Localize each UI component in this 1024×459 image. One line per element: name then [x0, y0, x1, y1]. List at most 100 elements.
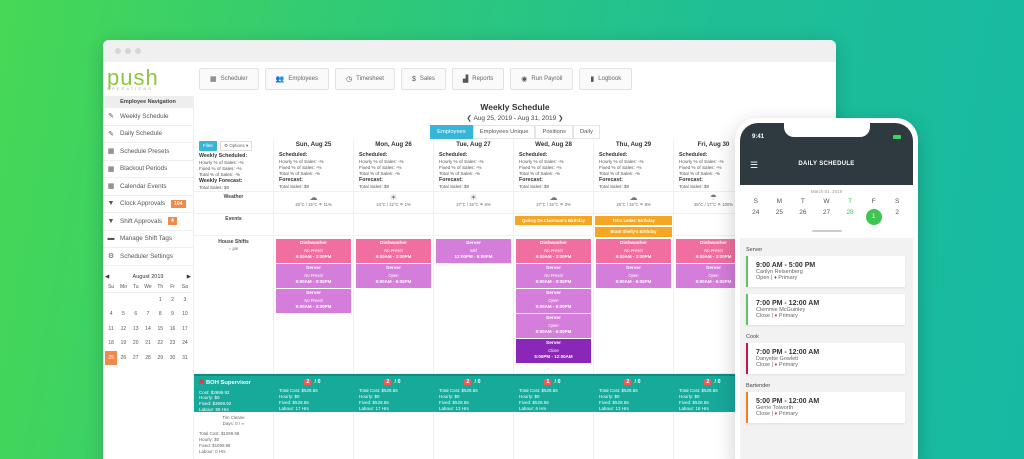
filter-button[interactable]: Filter — [199, 141, 217, 151]
prev-week-icon[interactable]: ❮ — [466, 115, 472, 122]
calendar-day[interactable]: 12 — [120, 325, 127, 332]
shift-block[interactable]: Server Open 9:00AM - 6:00PM — [516, 314, 591, 338]
drag-handle[interactable] — [811, 230, 842, 232]
sidebar-item-weekly-schedule[interactable]: ✎ Weekly Schedule — [103, 108, 193, 126]
calendar-day[interactable]: 2 — [171, 296, 174, 303]
shift-block[interactable]: Server No Preset 9:00AM - 3:00PM — [276, 264, 351, 288]
calendar-day[interactable]: 9 — [171, 311, 174, 318]
calendar-day[interactable]: 1 — [158, 296, 162, 303]
phone-day-selected[interactable]: 1 — [862, 209, 886, 225]
calendar-day[interactable]: 21 — [145, 340, 151, 347]
calendar-day[interactable]: 17 — [182, 325, 188, 332]
calendar-next-icon[interactable]: ▶ — [186, 273, 191, 280]
nav-reports-button[interactable]: ▟ Reports — [451, 68, 505, 90]
calendar-day[interactable]: 26 — [120, 354, 127, 361]
window-dot-close[interactable] — [115, 48, 121, 54]
calendar-prev-icon[interactable]: ◀ — [105, 273, 110, 280]
employee-day-cell[interactable] — [274, 412, 354, 459]
calendar-day[interactable]: 19 — [120, 340, 127, 347]
options-dropdown[interactable]: ⚙ Options ▾ — [220, 141, 253, 151]
phone-day[interactable]: 28 — [846, 209, 854, 216]
shift-card[interactable]: 7:00 PM - 12:00 AM Danyette Gowlett Close … — [746, 343, 905, 374]
calendar-day[interactable]: 10 — [182, 311, 188, 318]
sidebar-item-schedule-presets[interactable]: ▦ Schedule Presets — [103, 143, 193, 161]
shift-block[interactable]: Server Open 9:00AM - 6:00PM — [596, 264, 671, 288]
tab-daily[interactable]: Daily — [573, 125, 600, 139]
shift-block[interactable]: Server Close 5:00PM - 12:00AM — [516, 339, 591, 363]
calendar-day[interactable]: 14 — [145, 325, 151, 332]
nav-sales-button[interactable]: $ Sales — [400, 68, 446, 90]
calendar-day[interactable]: 5 — [122, 311, 125, 318]
calendar-day[interactable]: 20 — [132, 340, 139, 347]
calendar-day[interactable]: 31 — [182, 354, 188, 361]
nav-logbook-button[interactable]: ▮ Logbook — [579, 68, 633, 90]
calendar-day[interactable]: 27 — [132, 354, 139, 361]
calendar-day[interactable]: 3 — [183, 296, 187, 303]
sidebar-item-scheduler-settings[interactable]: ⚙ Scheduler Settings — [103, 248, 193, 266]
employee-day-cell[interactable] — [354, 412, 434, 459]
sidebar-item-daily-schedule[interactable]: ✎ Daily Schedule — [103, 126, 193, 143]
event-badge[interactable]: Brant Shelly's Birthday — [595, 227, 672, 237]
calendar-day[interactable]: 25 — [105, 350, 118, 365]
calendar-day[interactable]: 4 — [109, 311, 113, 318]
phone-day[interactable]: 25 — [775, 209, 783, 216]
shift-card[interactable]: 9:00 AM - 5:00 PM Carilyn Reisenberg Open … — [746, 256, 905, 287]
shift-card[interactable]: 5:00 PM - 12:00 AM Gerrie Tolworth Close |… — [746, 392, 905, 423]
calendar-day[interactable]: 23 — [169, 340, 176, 347]
shift-block[interactable]: Server No Preset 9:00AM - 3:00PM — [276, 289, 351, 313]
shift-block[interactable]: Dishwasher No Preset 9:00AM - 3:00PM — [516, 239, 591, 263]
sidebar-item-shift-approvals[interactable]: ▼ Shift Approvals 4 — [103, 213, 193, 231]
employee-day-cell[interactable] — [434, 412, 514, 459]
boh-title[interactable]: BOH Supervisor — [199, 379, 269, 388]
calendar-day[interactable]: 11 — [108, 325, 114, 332]
day-title[interactable]: Tue, Aug 27 — [456, 141, 491, 148]
event-badge[interactable]: Quincy De Clairmont's Birthday — [515, 216, 592, 226]
shift-block[interactable]: Server No Preset 9:00AM - 3:00PM — [516, 264, 591, 288]
hamburger-menu-icon[interactable]: ☰ — [750, 160, 759, 170]
house-shifts-toggle[interactable]: ○ pin — [228, 245, 239, 251]
next-week-icon[interactable]: ❯ — [558, 115, 564, 122]
calendar-day[interactable]: 29 — [157, 354, 164, 361]
phone-day[interactable]: 2 — [895, 209, 900, 216]
phone-day[interactable]: 24 — [752, 209, 760, 216]
shift-block[interactable]: Dishwasher No Preset 9:00AM - 3:00PM — [356, 239, 431, 263]
sidebar-item-blackout-periods[interactable]: ▦ Blackout Periods — [103, 161, 193, 178]
day-title[interactable]: Mon, Aug 26 — [375, 141, 412, 148]
employee-day-cell[interactable] — [594, 412, 674, 459]
employee-name[interactable]: Tim Cleane — [222, 415, 245, 420]
day-title[interactable]: Wed, Aug 28 — [535, 141, 572, 148]
day-title[interactable]: Sun, Aug 25 — [295, 141, 332, 148]
calendar-day[interactable]: 28 — [145, 354, 151, 361]
calendar-day[interactable]: 16 — [169, 325, 176, 332]
push-logo[interactable]: push OPERATIONS — [103, 67, 193, 91]
shift-block[interactable]: Dishwasher No Preset 9:00AM - 3:00PM — [276, 239, 351, 263]
shift-card[interactable]: 7:00 PM - 12:00 AM Clemmie McGuinley Close… — [746, 294, 905, 325]
employee-day-cell[interactable] — [514, 412, 594, 459]
nav-scheduler-button[interactable]: ▦ Scheduler — [199, 68, 259, 90]
tab-employees-unique[interactable]: Employees Unique — [472, 125, 536, 139]
tab-employees[interactable]: Employees — [430, 125, 473, 139]
calendar-day[interactable]: 6 — [134, 311, 138, 318]
day-title[interactable]: Fri, Aug 30 — [697, 141, 730, 148]
shift-block[interactable]: Server Mid 12:00PM - 5:00PM — [436, 239, 511, 263]
calendar-day[interactable]: 24 — [182, 340, 188, 347]
nav-run-payroll-button[interactable]: ◉ Run Payroll — [510, 68, 574, 90]
sidebar-item-clock-approvals[interactable]: ▼ Clock Approvals 104 — [103, 196, 193, 213]
window-dot-maximize[interactable] — [135, 48, 141, 54]
day-title[interactable]: Thu, Aug 29 — [615, 141, 652, 148]
calendar-day[interactable]: 13 — [132, 325, 139, 332]
shift-block[interactable]: Server Open 9:00AM - 6:00PM — [356, 264, 431, 288]
calendar-day[interactable]: 7 — [146, 311, 150, 318]
calendar-day[interactable]: 15 — [157, 325, 164, 332]
shift-block[interactable]: Dishwasher No Preset 9:00AM - 3:00PM — [596, 239, 671, 263]
calendar-day[interactable]: 8 — [158, 311, 162, 318]
nav-timesheet-button[interactable]: ◷ Timesheet — [335, 68, 395, 90]
shift-block[interactable]: Server Open 9:00AM - 6:00PM — [516, 289, 591, 313]
calendar-day[interactable]: 18 — [108, 340, 114, 347]
event-badge[interactable]: Terra Ledes' Birthday — [595, 216, 672, 226]
window-dot-minimize[interactable] — [125, 48, 131, 54]
calendar-day[interactable]: 22 — [157, 340, 164, 347]
sidebar-item-calendar-events[interactable]: ▦ Calendar Events — [103, 178, 193, 196]
phone-day[interactable]: 26 — [799, 209, 807, 216]
calendar-day[interactable]: 30 — [169, 354, 176, 361]
